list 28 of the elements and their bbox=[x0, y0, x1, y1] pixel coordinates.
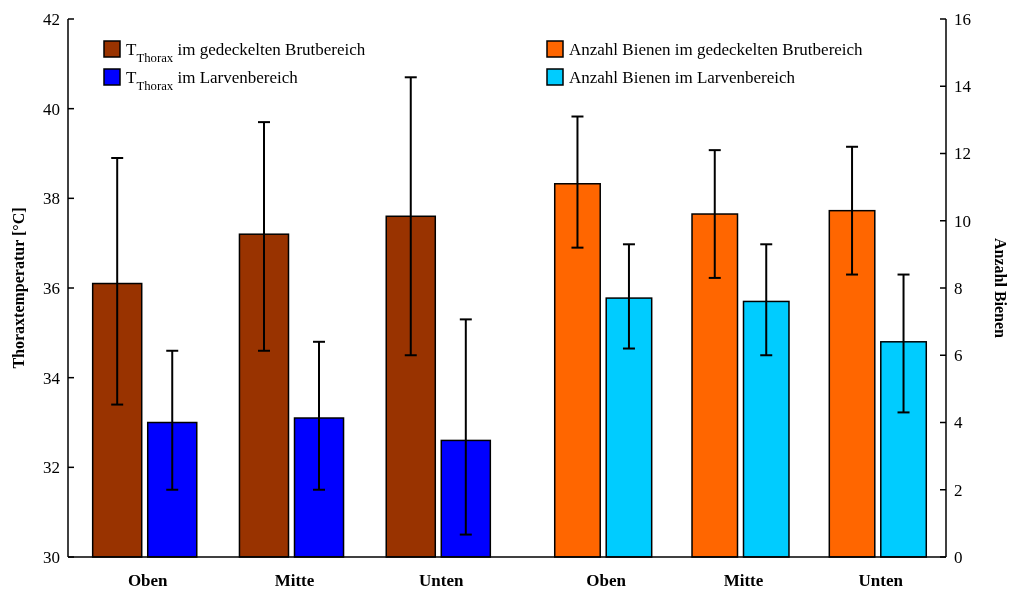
x-tick-label: Mitte bbox=[274, 571, 315, 590]
y-tick-label: 16 bbox=[954, 9, 971, 29]
legend-label: T$_{Thorax}$ im gedeckelten Brutbereich bbox=[126, 40, 366, 65]
y-tick-label: 14 bbox=[954, 77, 972, 97]
x-tick-label: Unten bbox=[858, 571, 904, 590]
y-tick-label: 4 bbox=[954, 413, 963, 433]
y-tick-label: 10 bbox=[954, 211, 971, 231]
y-axis-title: Anzahl Bienen bbox=[992, 237, 1009, 339]
y-axis-title: Thoraxtemperatur [°C] bbox=[10, 207, 28, 369]
legend-label: Anzahl Bienen im Larvenbereich bbox=[569, 68, 796, 87]
legend-label: Anzahl Bienen im gedeckelten Brutbereich bbox=[569, 40, 864, 59]
y-tick-label: 32 bbox=[43, 458, 60, 478]
y-tick-label: 12 bbox=[954, 144, 971, 164]
legend-label: T$_{Thorax}$ im Larvenbereich bbox=[126, 68, 299, 93]
y-tick-label: 38 bbox=[43, 189, 60, 209]
y-tick-label: 2 bbox=[954, 480, 963, 500]
y-tick-label: 42 bbox=[43, 9, 60, 29]
x-tick-label: Unten bbox=[419, 571, 465, 590]
y-tick-label: 30 bbox=[43, 547, 60, 567]
x-tick-label: Oben bbox=[127, 571, 169, 590]
x-tick-label: Oben bbox=[586, 571, 627, 590]
y-tick-label: 34 bbox=[43, 368, 61, 388]
y-tick-label: 40 bbox=[43, 99, 60, 119]
y-tick-label: 36 bbox=[43, 278, 60, 298]
x-tick-label: Mitte bbox=[723, 571, 764, 590]
y-tick-label: 6 bbox=[954, 346, 963, 366]
y-tick-label: 0 bbox=[954, 547, 963, 567]
y-tick-label: 8 bbox=[954, 278, 963, 298]
